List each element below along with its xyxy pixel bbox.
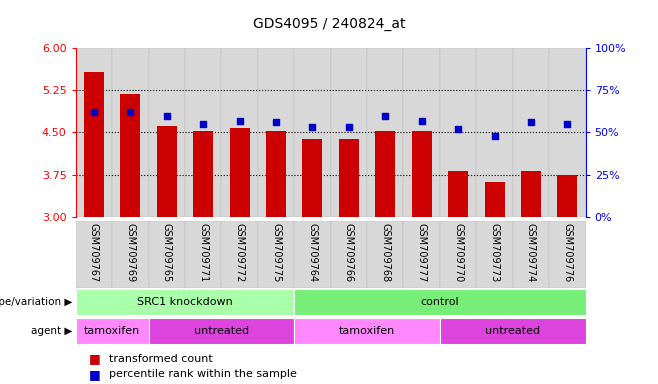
Text: GSM709777: GSM709777 [417,223,426,282]
Bar [513,221,549,288]
Text: GSM709771: GSM709771 [198,223,208,282]
Bar [76,318,149,344]
Bar [521,171,541,217]
Bar [557,175,578,217]
Text: tamoxifen: tamoxifen [339,326,395,336]
Bar [76,221,112,288]
Text: transformed count: transformed count [109,354,213,364]
Bar [76,290,294,315]
Text: GSM709766: GSM709766 [344,223,354,282]
Text: GSM709769: GSM709769 [125,223,136,282]
Bar [440,48,476,217]
Text: GSM709774: GSM709774 [526,223,536,282]
Bar [412,131,432,217]
Bar [294,290,586,315]
Point [562,121,572,127]
Bar [258,221,294,288]
Bar [403,221,440,288]
Text: GSM709767: GSM709767 [89,223,99,282]
Bar [294,221,330,288]
Bar [266,131,286,217]
Text: tamoxifen: tamoxifen [84,326,140,336]
Text: control: control [420,297,459,307]
Point [125,109,136,115]
Bar [149,48,185,217]
Point [343,124,354,131]
Text: untreated: untreated [194,326,249,336]
Point [453,126,463,132]
Bar [330,221,367,288]
Bar [375,131,395,217]
Bar [221,48,258,217]
Bar [549,48,586,217]
Text: untreated: untreated [485,326,540,336]
Bar [149,318,294,344]
Bar [112,221,149,288]
Bar [549,221,586,288]
Text: SRC1 knockdown: SRC1 knockdown [137,297,233,307]
Point [161,113,172,119]
Bar [294,318,440,344]
Bar [367,221,403,288]
Bar [120,94,140,217]
Text: GSM709764: GSM709764 [307,223,317,282]
Bar [448,171,468,217]
Text: ■: ■ [89,368,101,381]
Bar [330,48,367,217]
Bar [84,72,104,217]
Bar [513,48,549,217]
Text: GSM709768: GSM709768 [380,223,390,282]
Text: GSM709772: GSM709772 [235,223,245,282]
Bar [185,48,221,217]
Point [307,124,318,131]
Point [417,118,427,124]
Bar [193,131,213,217]
Bar [476,221,513,288]
Bar [476,48,513,217]
Bar [258,48,294,217]
Bar [339,139,359,217]
Bar [484,182,505,217]
Text: percentile rank within the sample: percentile rank within the sample [109,369,297,379]
Bar [149,221,185,288]
Bar [440,221,476,288]
Text: GSM709765: GSM709765 [162,223,172,282]
Bar [112,48,149,217]
Text: GSM709770: GSM709770 [453,223,463,282]
Bar [403,48,440,217]
Point [270,119,281,126]
Point [380,113,391,119]
Bar [440,318,586,344]
Bar [303,139,322,217]
Text: GSM709776: GSM709776 [563,223,572,282]
Text: GSM709773: GSM709773 [490,223,499,282]
Bar [230,128,249,217]
Text: ■: ■ [89,353,101,366]
Text: GDS4095 / 240824_at: GDS4095 / 240824_at [253,17,405,31]
Bar [185,221,221,288]
Text: agent ▶: agent ▶ [31,326,72,336]
Point [490,133,500,139]
Bar [221,221,258,288]
Point [198,121,209,127]
Bar [294,48,330,217]
Text: GSM709775: GSM709775 [271,223,281,282]
Point [89,109,99,115]
Text: genotype/variation ▶: genotype/variation ▶ [0,297,72,308]
Point [234,118,245,124]
Point [526,119,536,126]
Bar [367,48,403,217]
Bar [157,126,177,217]
Bar [76,48,112,217]
